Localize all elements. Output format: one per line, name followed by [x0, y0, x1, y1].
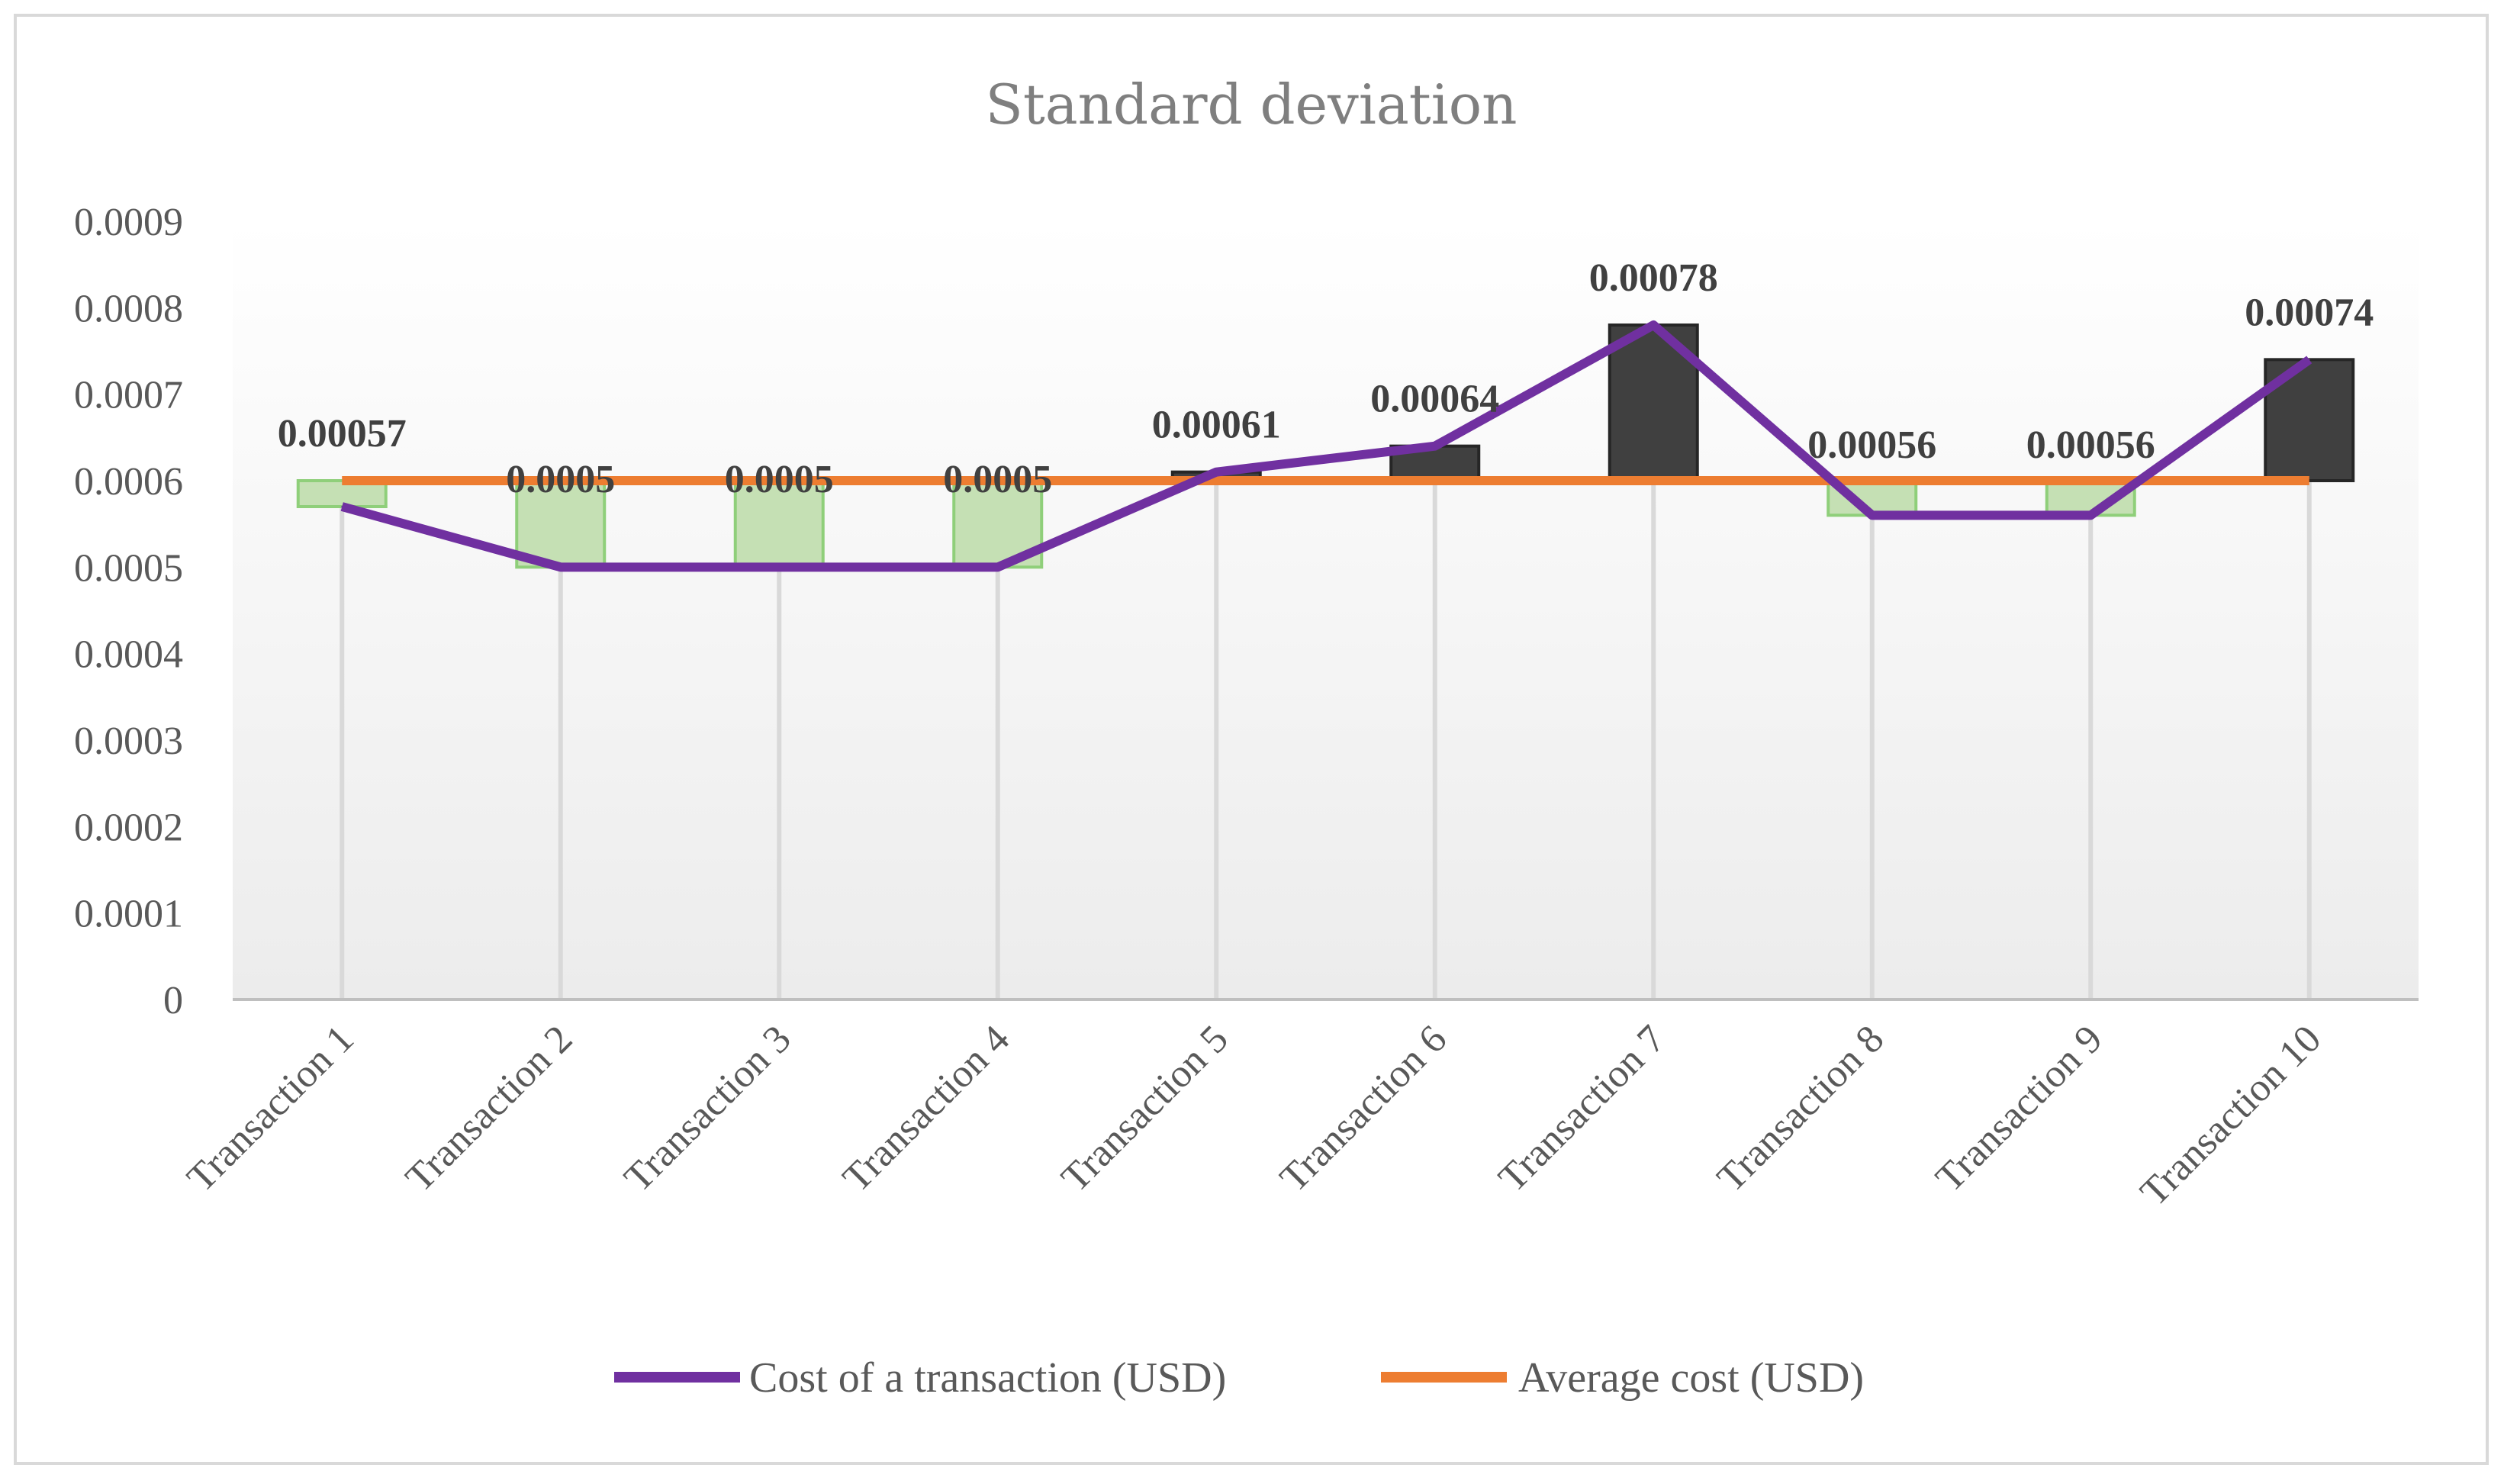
- cost-point: [1653, 324, 1655, 326]
- down-bar: [515, 479, 607, 569]
- data-label: 0.00061: [1152, 404, 1281, 447]
- y-tick-label: 0.0004: [74, 633, 183, 677]
- series-lines: [340, 320, 2312, 572]
- data-label: 0.00064: [1370, 378, 1499, 421]
- chart-title: Standard deviation: [986, 72, 1518, 137]
- cost-point: [559, 566, 562, 568]
- up-down-bars: [296, 324, 2355, 569]
- x-tick-label: Transaction 4: [835, 1017, 1018, 1200]
- x-tick-label: Transaction 3: [616, 1017, 800, 1200]
- down-bar: [952, 479, 1044, 569]
- cost-point: [778, 566, 780, 568]
- data-label: 0.00078: [1589, 256, 1718, 300]
- legend-label-average: Average cost (USD): [1518, 1354, 1864, 1402]
- y-tick-label: 0.0002: [74, 806, 183, 849]
- x-tick-label: Transaction 2: [397, 1017, 581, 1200]
- y-tick-label: 0.0007: [74, 374, 183, 417]
- data-label: 0.00074: [2245, 291, 2374, 334]
- x-tick-label: Transaction 7: [1491, 1017, 1674, 1200]
- data-label: 0.00056: [1807, 423, 1936, 467]
- cost-point: [2090, 514, 2092, 517]
- x-tick-label: Transaction 5: [1054, 1017, 1237, 1200]
- data-labels: 0.00057 0.0005 0.0005 0.0005 0.00061 0.00064 0…: [278, 256, 2374, 501]
- data-label: 0.0005: [725, 458, 834, 501]
- y-tick-label: 0.0006: [74, 460, 183, 504]
- data-label: 0.00057: [278, 412, 407, 456]
- data-label: 0.00056: [2026, 423, 2155, 467]
- x-tick-label: Transaction 1: [179, 1017, 362, 1200]
- x-tick-label: Transaction 8: [1709, 1017, 1892, 1200]
- data-label: 0.0005: [943, 458, 1052, 501]
- x-tick-label: Transaction 6: [1272, 1017, 1455, 1200]
- data-label: 0.0005: [506, 458, 615, 501]
- y-tick-label: 0.0003: [74, 719, 183, 763]
- cost-point: [1215, 471, 1218, 473]
- cost-point: [1434, 445, 1436, 447]
- legend-label-cost: Cost of a transaction (USD): [749, 1354, 1226, 1402]
- x-tick-label: Transaction 10: [2132, 1017, 2330, 1215]
- plot-area: [233, 221, 2419, 1000]
- x-tick-label: Transaction 9: [1928, 1017, 2111, 1200]
- y-tick-label: 0: [163, 979, 183, 1022]
- cost-point: [341, 506, 343, 507]
- cost-point: [996, 566, 999, 568]
- cost-point: [1871, 514, 1873, 517]
- y-tick-label: 0.0008: [74, 287, 183, 330]
- y-tick-label: 0.0009: [74, 201, 183, 244]
- legend: Cost of a transaction (USD) Average cost…: [614, 1354, 1864, 1402]
- down-bar: [733, 479, 825, 569]
- y-tick-label: 0.0005: [74, 546, 183, 590]
- y-tick-label: 0.0001: [74, 893, 183, 936]
- cost-line: [340, 320, 2312, 572]
- y-axis-ticks: 0 0.0001 0.0002 0.0003 0.0004 0.0005 0.0006 0.0…: [74, 201, 183, 1022]
- cost-point: [2308, 359, 2310, 361]
